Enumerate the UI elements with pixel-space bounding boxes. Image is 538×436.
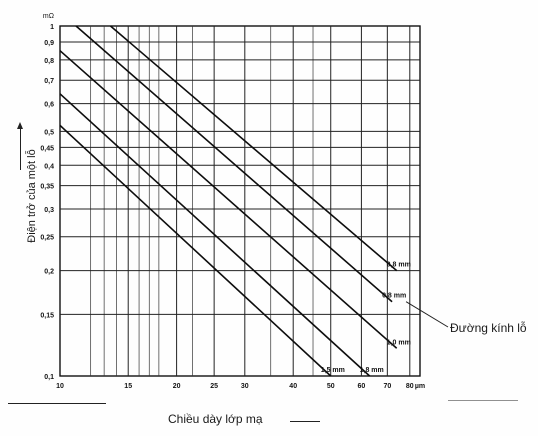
- series-label: 0,8 mm: [382, 293, 406, 300]
- x-tick-label: 50: [327, 383, 335, 390]
- x-tick-label: µm: [415, 383, 425, 390]
- series-label: 1,0 mm: [387, 339, 411, 346]
- x-tick-label: 40: [289, 383, 297, 390]
- series-line: [75, 25, 393, 303]
- x-tick-label: 60: [358, 383, 366, 390]
- series-label: 1,8 mm: [360, 367, 384, 374]
- decorative-rule-right: [448, 400, 518, 401]
- y-tick-label: 0,7: [44, 78, 54, 85]
- x-axis-label: Chiều dày lớp mạ: [168, 412, 263, 426]
- y-tick-label: 0,45: [40, 145, 54, 152]
- y-axis-label: Điện trở của một lỗ: [26, 149, 38, 243]
- x-tick-label: 10: [56, 383, 64, 390]
- y-tick-label: 0,1: [44, 374, 54, 381]
- x-tick-label: 30: [241, 383, 249, 390]
- legend-leader-line: [405, 301, 449, 328]
- x-tick-label: 15: [124, 383, 132, 390]
- y-tick-label: 0,3: [44, 207, 54, 214]
- series-label: 1,5 mm: [321, 367, 345, 374]
- plot-frame: [59, 25, 421, 377]
- series-line: [59, 93, 371, 377]
- x-tick-label: 80: [406, 383, 414, 390]
- series-line: [59, 124, 332, 377]
- y-tick-label: 1: [50, 24, 54, 31]
- series-line: [109, 25, 398, 272]
- x-axis-arrow-line: [290, 421, 320, 422]
- y-tick-label: 0,25: [40, 235, 54, 242]
- y-tick-label: 0,35: [40, 184, 54, 191]
- y-tick-label: 0,5: [44, 129, 54, 136]
- y-tick-label: 0,9: [44, 40, 54, 47]
- series-label: 0,8 mm: [387, 262, 411, 269]
- decorative-rule-left: [8, 403, 106, 404]
- x-tick-label: 25: [210, 383, 218, 390]
- y-tick-label: 0,2: [44, 269, 54, 276]
- y-tick-label: 0,6: [44, 102, 54, 109]
- y-axis-arrow-icon: [17, 122, 23, 170]
- y-tick-label: 0,8: [44, 58, 54, 65]
- y-tick-label: 0,4: [44, 163, 54, 170]
- legend-title: Đường kính lỗ: [450, 321, 527, 335]
- x-tick-label: 20: [173, 383, 181, 390]
- y-unit-label: mΩ: [43, 13, 54, 20]
- y-tick-label: 0,15: [40, 312, 54, 319]
- x-tick-label: 70: [383, 383, 391, 390]
- series-line: [59, 50, 398, 349]
